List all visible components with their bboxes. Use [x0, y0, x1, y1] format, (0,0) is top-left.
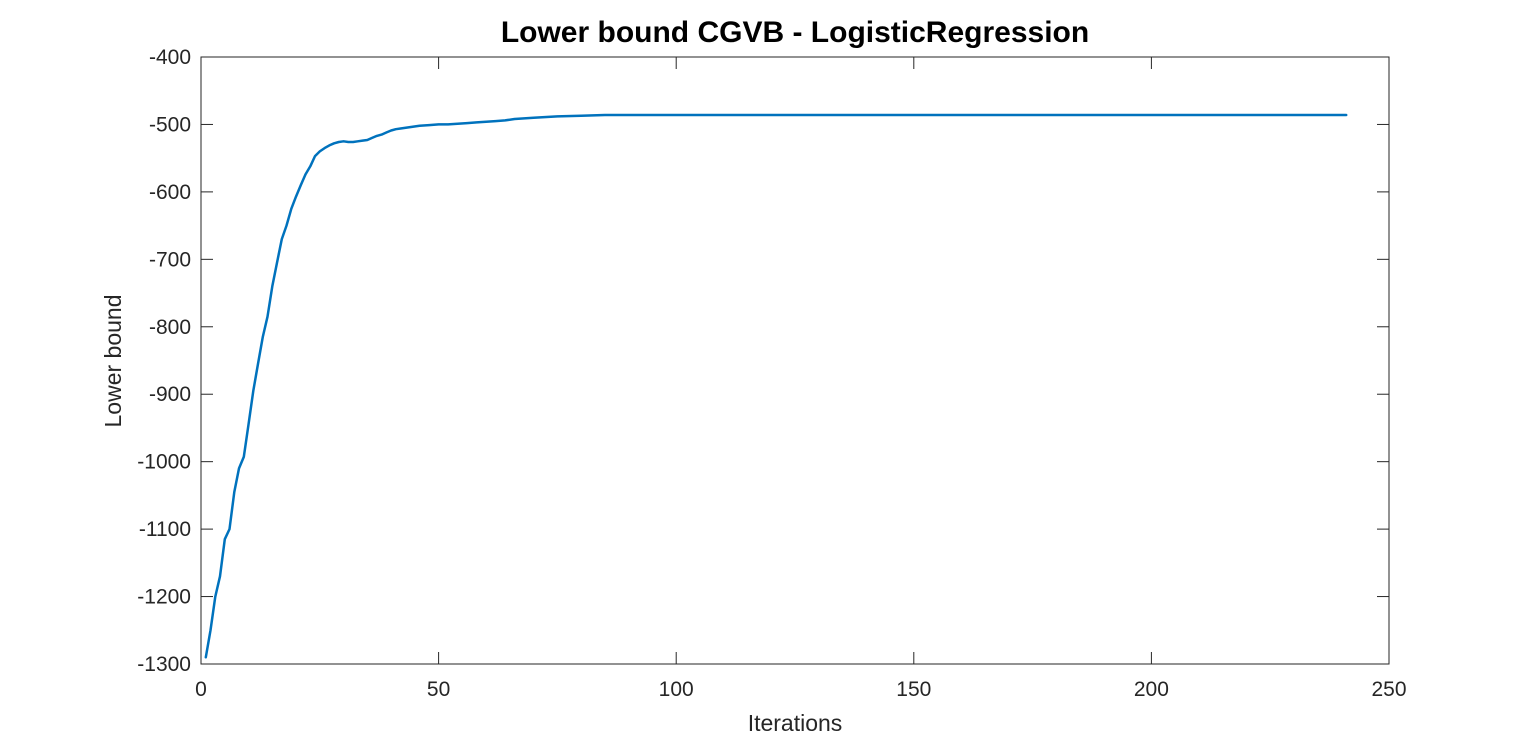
- x-axis-label: Iterations: [748, 710, 843, 736]
- y-axis-label: Lower bound: [100, 295, 126, 428]
- plot-area: 0 50 100 150 200 250 -1300 -1200 -1100 -1000 -900 -…: [137, 46, 1406, 701]
- y-tick-label: -1300: [137, 653, 191, 676]
- series-line: [204, 113, 1348, 659]
- x-tick-label: 100: [659, 678, 694, 701]
- y-tick-label: -900: [149, 383, 191, 406]
- x-tick-label: 0: [195, 678, 207, 701]
- y-tick-label: -800: [149, 316, 191, 339]
- chart-title: Lower bound CGVB - LogisticRegression: [501, 16, 1089, 49]
- x-tick-label: 200: [1134, 678, 1169, 701]
- y-tick-label: -600: [149, 181, 191, 204]
- y-tick-label: -500: [149, 113, 191, 136]
- plot-box: [200, 56, 1390, 665]
- y-tick-label: -1200: [137, 586, 191, 609]
- x-tick-label: 250: [1371, 678, 1406, 701]
- y-tick-label: -1100: [139, 518, 191, 541]
- y-tick-label: -700: [149, 248, 191, 271]
- x-tick-label: 150: [896, 678, 931, 701]
- y-tick-label: -400: [149, 46, 191, 69]
- y-tick-label: -1000: [137, 451, 191, 474]
- x-tick-label: 50: [427, 678, 450, 701]
